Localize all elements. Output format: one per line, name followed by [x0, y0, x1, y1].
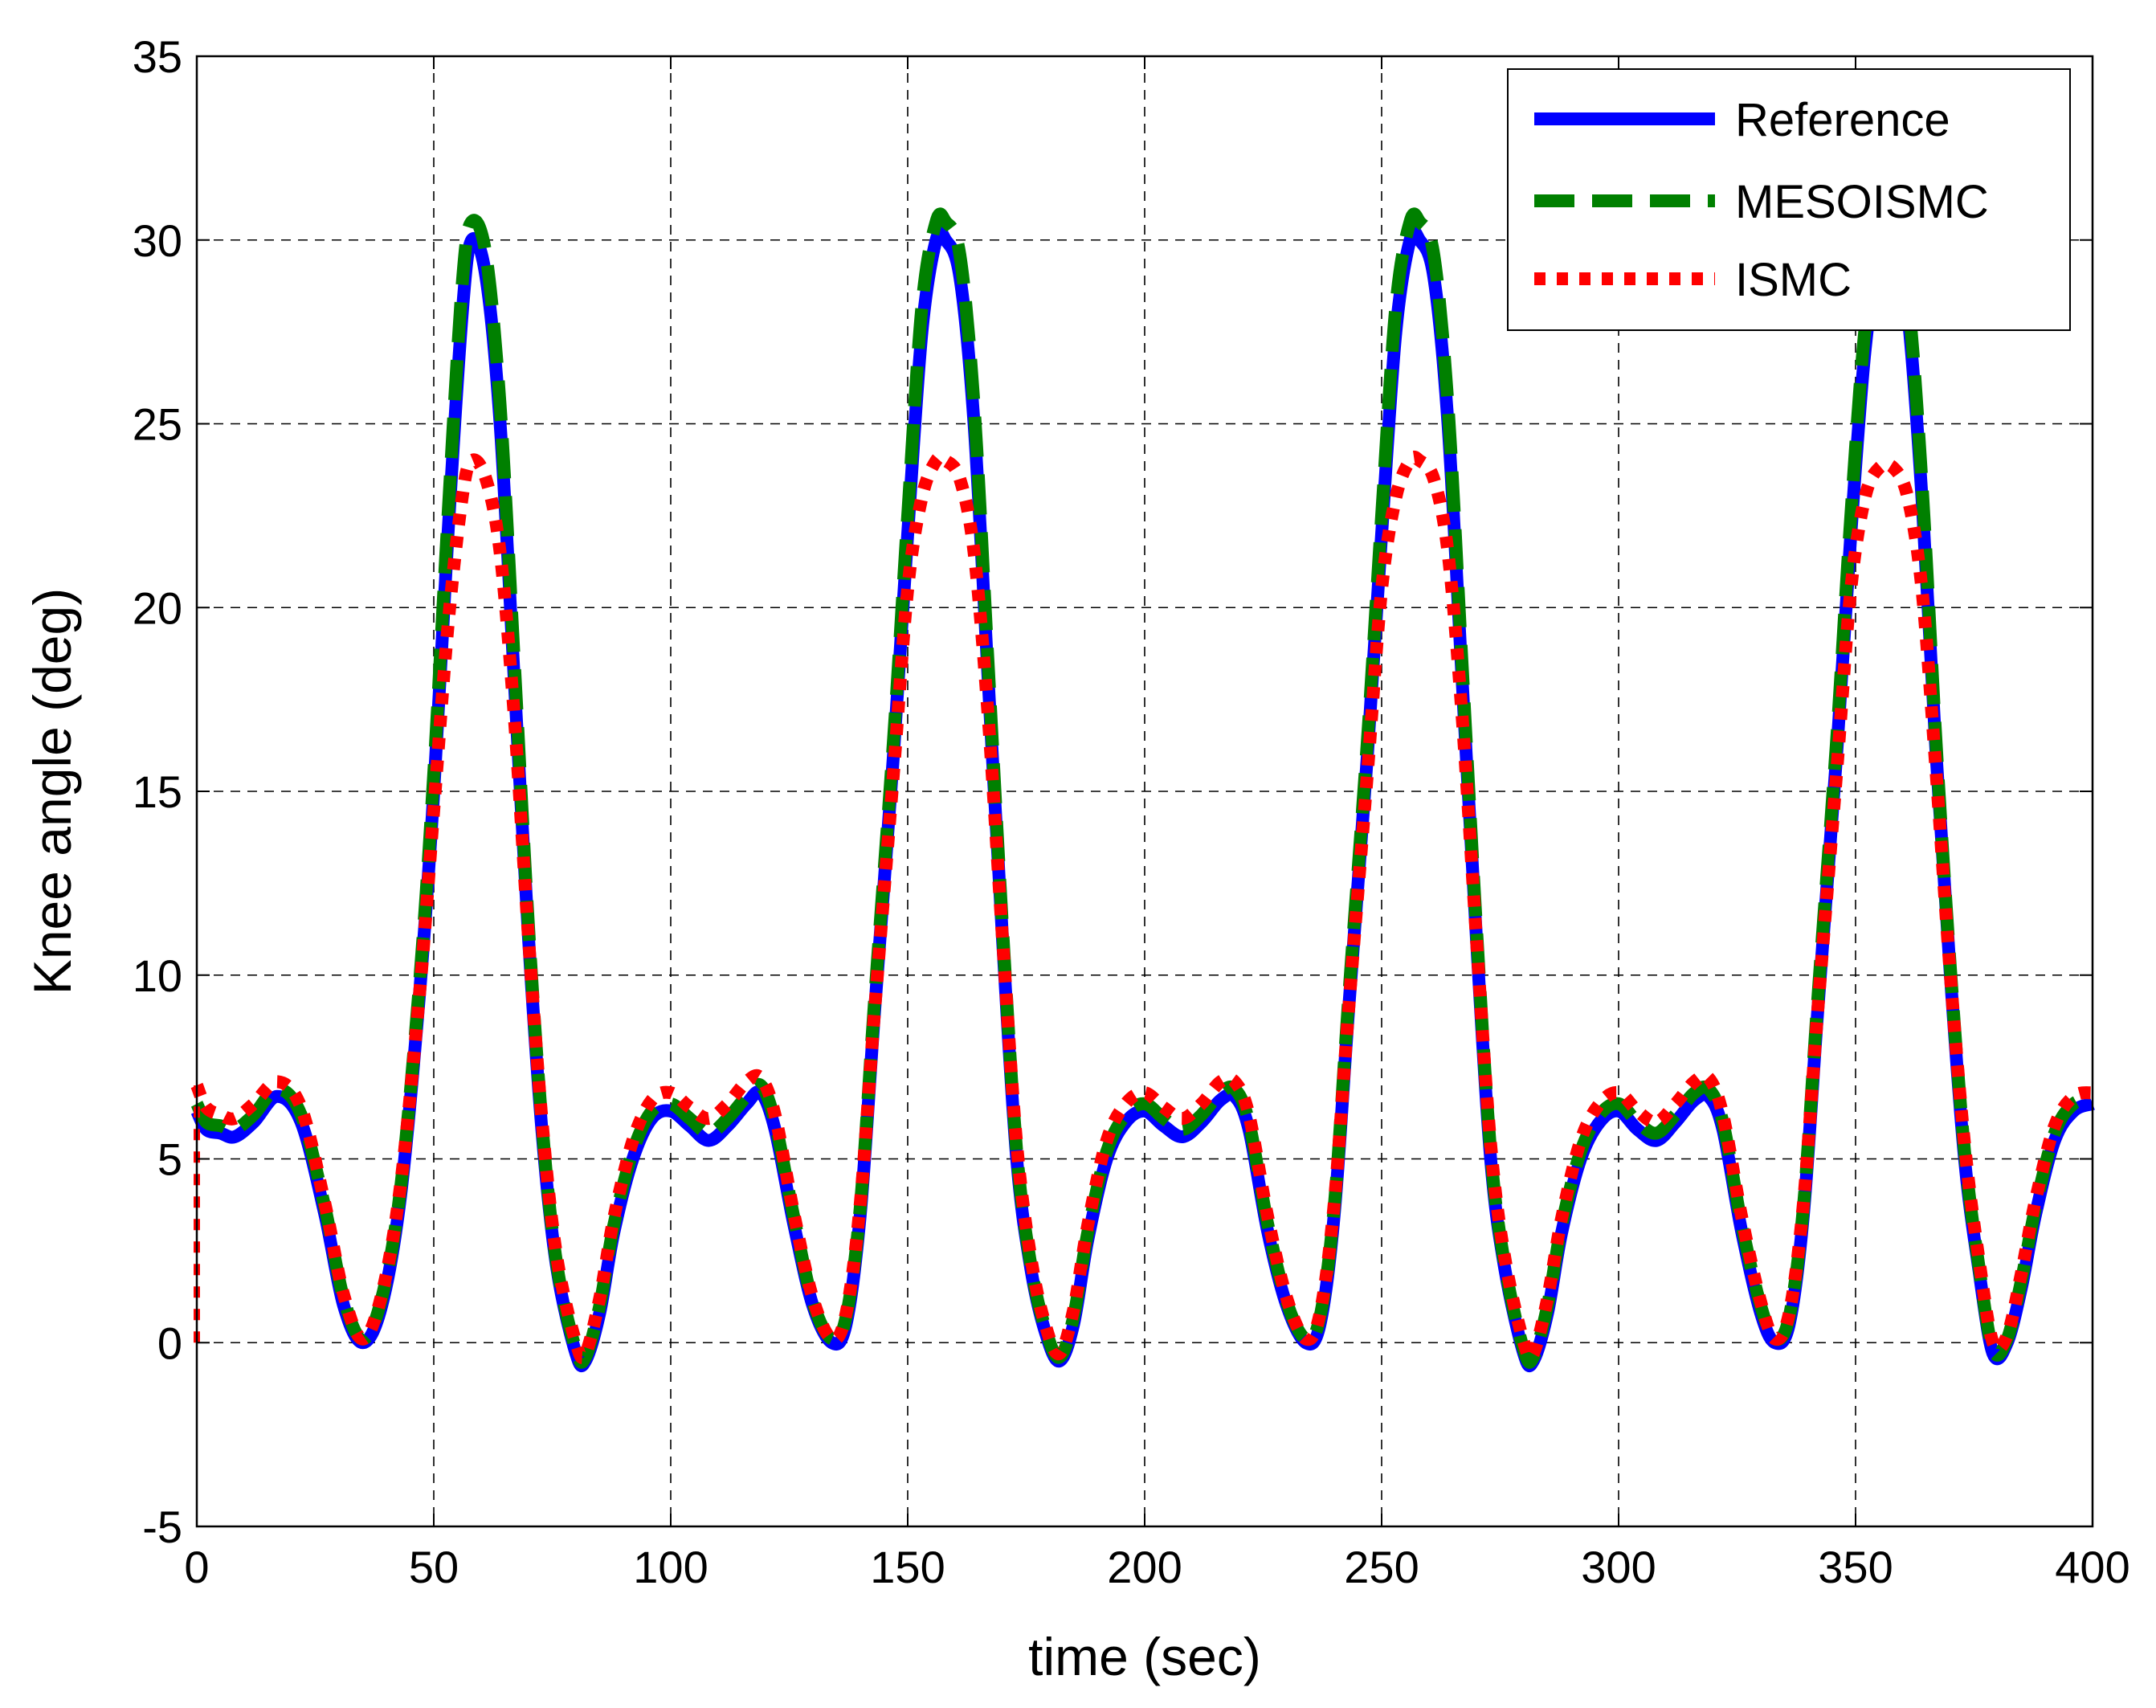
x-tick-label: 200: [1107, 1542, 1182, 1592]
y-tick-label: 15: [133, 766, 182, 817]
series-line-ismc: [190, 450, 2094, 1364]
x-axis-label: time (sec): [1028, 1627, 1261, 1686]
axis-ticks: [196, 55, 2093, 1527]
y-axis-label: Knee angle (deg): [22, 588, 82, 995]
y-tick-label: 25: [133, 399, 182, 450]
x-tick-label: 300: [1581, 1542, 1656, 1592]
x-tick-label: 50: [409, 1542, 459, 1592]
series-lines: [190, 207, 2095, 1372]
x-tick-label: 0: [184, 1542, 209, 1592]
y-tick-label: 35: [133, 31, 182, 82]
y-tick-label: 0: [157, 1318, 182, 1368]
y-tick-label: -5: [142, 1502, 182, 1552]
x-tick-label: 400: [2055, 1542, 2129, 1592]
y-tick-label: 30: [133, 215, 182, 266]
y-tick-label: 10: [133, 950, 182, 1001]
y-tick-label: 5: [157, 1134, 182, 1185]
legend-label-reference: Reference: [1735, 94, 1950, 146]
y-tick-label: 20: [133, 582, 182, 633]
x-tick-label: 150: [870, 1542, 945, 1592]
legend-label-mesoismc: MESOISMC: [1735, 176, 1989, 228]
x-tick-label: 250: [1344, 1542, 1419, 1592]
x-tick-label: 350: [1818, 1542, 1893, 1592]
legend: Reference MESOISMC ISMC: [1507, 68, 2071, 331]
legend-label-ismc: ISMC: [1735, 254, 1852, 306]
x-tick-label: 100: [633, 1542, 708, 1592]
